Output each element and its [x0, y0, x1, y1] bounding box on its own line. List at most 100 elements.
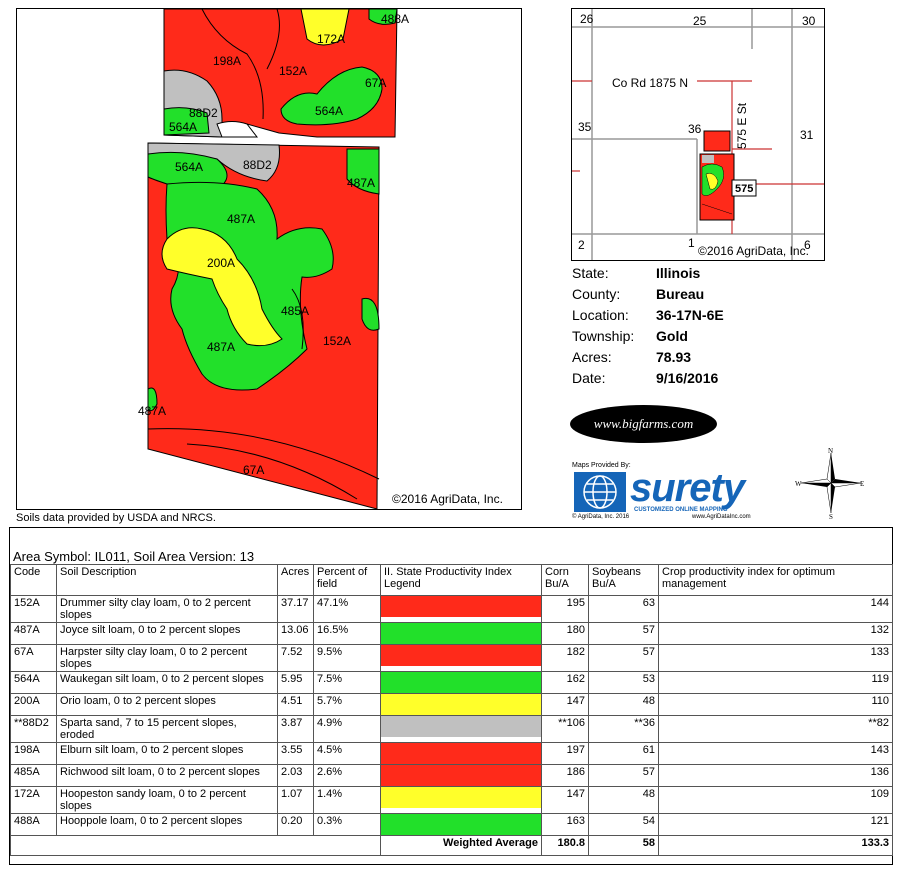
soil-label: 487A	[138, 404, 166, 418]
compass-w: W	[795, 480, 802, 488]
section-number: 2	[578, 238, 585, 252]
soil-polygon-200A	[161, 227, 283, 347]
cell-acres: 7.52	[277, 644, 314, 672]
cell-desc: Joyce silt loam, 0 to 2 percent slopes	[56, 622, 278, 645]
table-header-row: Code Soil Description Acres Percent of f…	[10, 564, 893, 596]
cell-soy: 48	[588, 786, 659, 814]
legend-swatch	[381, 623, 541, 644]
cell-legend-color	[380, 742, 542, 765]
cell-cpi: **82	[658, 715, 893, 743]
soil-label: 487A	[227, 212, 255, 226]
soil-boundary-67A	[147, 428, 380, 480]
cell-soy: 57	[588, 764, 659, 787]
legend-swatch	[381, 765, 541, 786]
compass-n: N	[828, 447, 833, 455]
legend-swatch	[381, 672, 541, 693]
soil-label: 564A	[315, 104, 343, 118]
cell-corn: 186	[541, 764, 589, 787]
surety-copyright: © AgriData, Inc. 2016	[572, 514, 630, 520]
weighted-corn: 180.8	[541, 835, 589, 856]
cell-code: 152A	[10, 595, 57, 623]
table-row: 564A Waukegan silt loam, 0 to 2 percent s…	[10, 671, 893, 694]
cell-code: **88D2	[10, 715, 57, 743]
parcel-thumbnail	[699, 130, 735, 221]
cell-pct: 7.5%	[313, 671, 381, 694]
cell-pct: 16.5%	[313, 622, 381, 645]
info-key: Acres:	[572, 348, 612, 365]
cell-corn: 195	[541, 595, 589, 623]
table-row: 198A Elburn silt loam, 0 to 2 percent slo…	[10, 742, 893, 765]
cell-legend-color	[380, 671, 542, 694]
info-value: 9/16/2016	[656, 369, 719, 386]
soil-polygon-487A-east	[346, 148, 380, 195]
soil-polygon-488A	[368, 9, 398, 25]
cell-corn: **106	[541, 715, 589, 743]
cell-legend-color	[380, 595, 542, 623]
location-info: State: Illinois County: Bureau Location: 36-1…	[572, 262, 724, 388]
header-corn: Corn Bu/A	[541, 564, 589, 596]
table-row: 485A Richwood silt loam, 0 to 2 percent s…	[10, 764, 893, 787]
section-number: 30	[802, 14, 816, 28]
soil-polygon-487A-west	[147, 387, 158, 412]
soil-label: 564A	[175, 160, 203, 174]
legend-swatch	[381, 694, 541, 715]
cell-soy: 53	[588, 671, 659, 694]
cell-desc: Hoopeston sandy loam, 0 to 2 percent slo…	[56, 786, 278, 814]
road-lines	[572, 80, 824, 234]
info-row: Date: 9/16/2016	[572, 367, 724, 388]
cell-soy: 57	[588, 644, 659, 672]
info-key: State:	[572, 264, 609, 281]
table-row: 488A Hooppole loam, 0 to 2 percent slopes…	[10, 813, 893, 836]
south-parcel	[147, 142, 380, 509]
cell-code: 485A	[10, 764, 57, 787]
soil-label: 152A	[279, 64, 307, 78]
compass-s: S	[829, 513, 833, 519]
soil-boundary-67A-inner	[186, 443, 358, 500]
info-value: 36-17N-6E	[656, 306, 724, 323]
cell-pct: 47.1%	[313, 595, 381, 623]
legend-swatch	[381, 743, 541, 764]
cell-corn: 182	[541, 644, 589, 672]
surety-logo[interactable]: Maps Provided By: surety CUSTOMIZED ONLI…	[572, 460, 772, 522]
section-number: 36	[688, 122, 702, 136]
compass-rose-icon: N S E W	[795, 447, 864, 519]
north-parcel	[163, 9, 398, 138]
road-badge-box	[731, 179, 757, 197]
cell-cpi: 109	[658, 786, 893, 814]
surety-wordmark: surety	[630, 466, 745, 510]
cell-pct: 4.9%	[313, 715, 381, 743]
cell-desc: Drummer silty clay loam, 0 to 2 percent …	[56, 595, 278, 623]
bigfarms-logo[interactable]: www.bigfarms.com	[570, 405, 717, 443]
cell-acres: 0.20	[277, 813, 314, 836]
weighted-blank	[10, 835, 381, 856]
cell-acres: 13.06	[277, 622, 314, 645]
soil-boundary-198A	[201, 9, 264, 120]
info-row: County: Bureau	[572, 283, 724, 304]
locator-map[interactable]: 26 25 30 35 36 31 2 1 6 Co Rd 1875 N 575 E St 57…	[571, 8, 825, 261]
soils-source-note: Soils data provided by USDA and NRCS.	[16, 512, 216, 524]
section-number: 31	[800, 128, 814, 142]
cell-cpi: 121	[658, 813, 893, 836]
cell-cpi: 144	[658, 595, 893, 623]
legend-swatch	[381, 596, 541, 617]
soil-label: 488A	[381, 12, 409, 26]
road-label-co-rd: Co Rd 1875 N	[612, 76, 688, 90]
bigfarms-logo-text: www.bigfarms.com	[593, 416, 694, 431]
soil-label: 564A	[169, 120, 197, 134]
locator-copyright: ©2016 AgriData, Inc.	[698, 244, 809, 258]
cell-desc: Orio loam, 0 to 2 percent slopes	[56, 693, 278, 716]
cell-pct: 2.6%	[313, 764, 381, 787]
legend-swatch	[381, 645, 541, 666]
cell-corn: 147	[541, 786, 589, 814]
soil-boundary-485A	[291, 288, 304, 350]
cell-code: 67A	[10, 644, 57, 672]
cell-soy: 63	[588, 595, 659, 623]
soil-map[interactable]: 172A 488A 198A 152A 67A 88D2 564A 564A 564A 88D2 4…	[16, 8, 522, 510]
cell-pct: 9.5%	[313, 644, 381, 672]
info-key: Township:	[572, 327, 635, 344]
soil-label: 67A	[243, 463, 264, 477]
soil-label: 152A	[323, 334, 351, 348]
cell-corn: 162	[541, 671, 589, 694]
legend-swatch	[381, 787, 541, 808]
cell-pct: 4.5%	[313, 742, 381, 765]
